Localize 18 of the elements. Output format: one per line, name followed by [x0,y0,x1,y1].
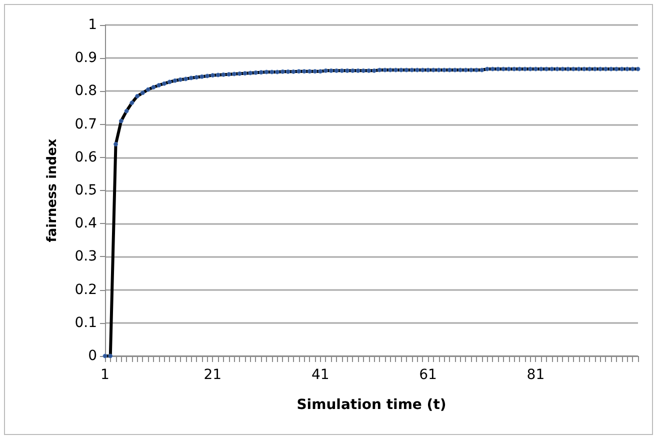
y-tick-label: 0.9 [74,50,97,66]
x-tick-label: 61 [419,367,437,383]
y-tick-label: 1 [88,17,97,33]
y-tick-label: 0.5 [74,182,97,198]
y-tick-label: 0.6 [74,149,98,166]
y-tick-label: 0 [88,348,97,364]
y-tick-label: 0.3 [74,248,97,265]
y-tick-label: 0.7 [74,116,97,132]
y-tick-label: 0.4 [74,216,98,232]
y-tick-label: 0.8 [74,83,97,100]
x-tick-label: 1 [100,367,110,383]
x-tick-label: 21 [204,367,222,383]
x-tick-label: 41 [311,367,330,383]
y-tick-label: 0.1 [74,314,97,331]
x-tick-label: 81 [526,367,545,383]
y-tick-label: 0.2 [74,282,97,298]
y-axis-title: fairness index [45,138,60,242]
x-axis-title: Simulation time (t) [296,397,446,413]
